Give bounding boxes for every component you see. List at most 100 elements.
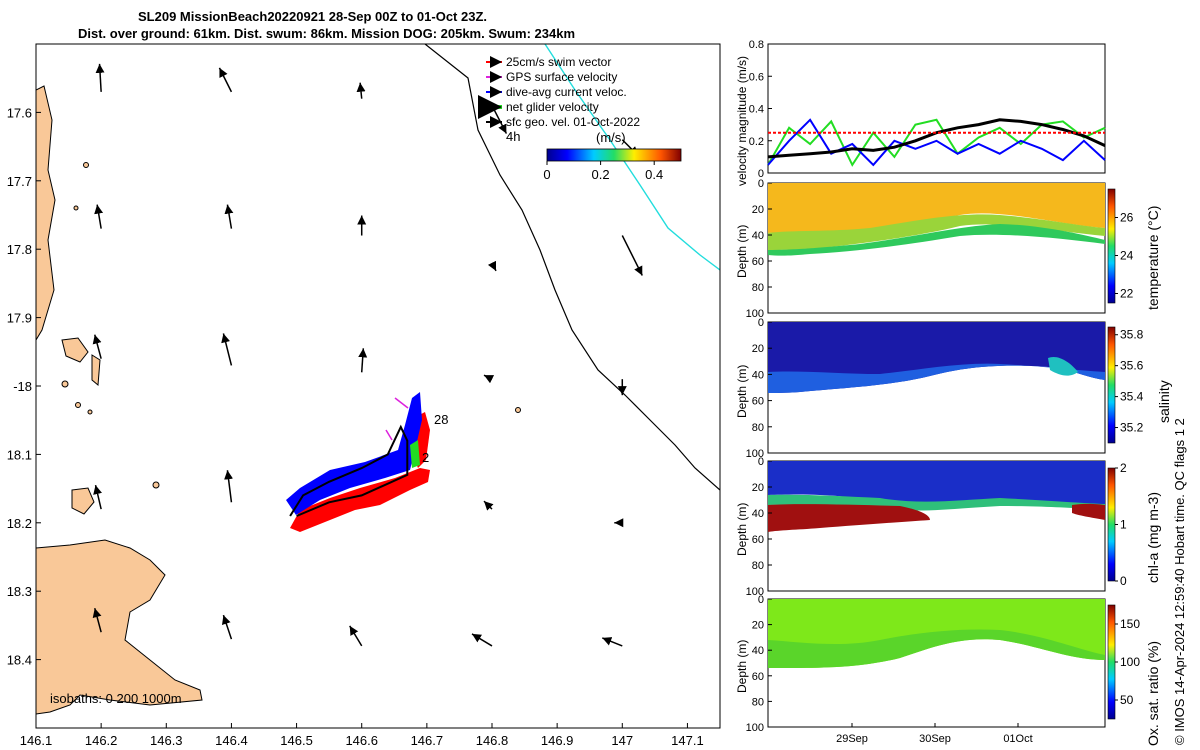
map-colorbar-ticks: 0 0.2 0.4: [543, 161, 663, 182]
island-1: [61, 337, 89, 363]
depth-tick-label: 20: [752, 204, 764, 216]
salinity-colorbar: [1107, 326, 1116, 444]
islet: [87, 409, 93, 415]
current-vector-arrow: [491, 105, 508, 134]
current-vector-arrow: [349, 625, 363, 647]
oxygen-colorbar: [1107, 604, 1116, 720]
isobath-line-1000m: [544, 44, 720, 271]
temperature-field-cool: [768, 224, 1105, 256]
current-vector-arrow: [218, 67, 233, 93]
chla-ylabel: Depth (m): [735, 502, 749, 556]
salinity-cbar-label: salinity: [1156, 380, 1172, 423]
current-vector-arrow: [483, 500, 494, 511]
colorbar-tick-label: 35.4: [1120, 390, 1144, 404]
temperature-panel: [767, 182, 1116, 314]
colorbar-unit: (m/s): [596, 130, 626, 145]
colorbar-tick-label: 2: [1120, 461, 1127, 475]
chla-field-max-right: [1072, 503, 1105, 520]
time-x-tick-label: 29Sep: [836, 733, 868, 745]
chla-cbar-label: chl-a (mg m-3): [1145, 491, 1161, 583]
credit-text: © IMOS 14-Apr-2024 12:59:40 Hobart time.…: [1172, 418, 1187, 745]
depth-tick-label: 60: [752, 534, 764, 546]
glider-swath: [286, 392, 430, 532]
current-vector-arrow: [221, 333, 233, 366]
depth-tick-label: 80: [752, 696, 764, 708]
depth-tick-label: 60: [752, 396, 764, 408]
chla-panel: [767, 460, 1116, 592]
depth-tick-label: 80: [752, 282, 764, 294]
velocity-ylabel: velocity magnitude (m/s): [735, 55, 749, 186]
depth-tick-label: 0: [758, 456, 764, 468]
colorbar-tick-label: 24: [1120, 249, 1134, 263]
colorbar-tick-label: 100: [1120, 655, 1140, 669]
island-3: [91, 354, 101, 387]
velocity-y-tick-label: 0.8: [749, 39, 764, 51]
colorbar-tick-label: 0: [543, 167, 550, 182]
current-vector-arrow: [483, 374, 495, 384]
velocity-series-line: [767, 118, 1106, 167]
colorbar-tick-label: 0.2: [592, 167, 610, 182]
velocity-series: [767, 118, 1106, 167]
map-current-vectors: [92, 63, 643, 647]
temperature-field-warm: [768, 183, 1105, 233]
current-vector-arrow: [224, 204, 234, 229]
annotation-2: 2: [422, 450, 429, 465]
map-x-tick-label: 146.8: [476, 733, 509, 748]
depth-tick-label: 0: [758, 317, 764, 329]
depth-tick-label: 60: [752, 671, 764, 683]
chla-field-max: [768, 504, 930, 532]
oxygen-ylabel: Depth (m): [735, 639, 749, 693]
current-vector-arrow: [602, 637, 623, 647]
map-x-tick-label: 146.7: [411, 733, 444, 748]
current-vector-arrow: [487, 260, 497, 272]
velocity-y-ticks: 0 0.2 0.4 0.6 0.8: [749, 39, 772, 180]
profile-panels: 0204060801000204060801000204060801000204…: [746, 178, 1144, 745]
map-axes-frame: [35, 43, 721, 729]
colorbar-tick-label: 35.6: [1120, 359, 1144, 373]
colorbar-tick-label: 50: [1120, 693, 1134, 707]
map-x-tick-label: 146.3: [150, 733, 183, 748]
isobaths-label: isobaths: 0 200 1000m: [50, 691, 182, 706]
colorbar-tick-label: 150: [1120, 617, 1140, 631]
current-vector-arrow: [471, 633, 493, 647]
chla-field-mid: [768, 494, 1105, 511]
profile-axis-ticks: 0204060801000204060801000204060801000204…: [746, 178, 772, 734]
oxygen-cbar-label: Ox. sat. ratio (%): [1145, 640, 1161, 746]
blue-dive-avg-current: [286, 392, 422, 515]
map-x-ticks: 146.1 146.2 146.3 146.4 146.5 146.6 146.7 146.8…: [20, 723, 704, 748]
colorbar-tick-label: 26: [1120, 211, 1134, 225]
colorbar-tick-label: 35.2: [1120, 421, 1144, 435]
depth-tick-label: 80: [752, 560, 764, 572]
depth-tick-label: 100: [746, 722, 764, 734]
current-vector-arrow: [358, 348, 368, 373]
oxygen-panel: [767, 598, 1116, 728]
profile-x-ticks: 29Sep 30Sep 01Oct: [836, 723, 1033, 745]
salinity-field-mid: [768, 363, 1105, 393]
velocity-y-tick-label: 0.2: [749, 136, 764, 148]
islet: [73, 205, 79, 211]
islet: [515, 407, 521, 413]
depth-tick-label: 100: [746, 308, 764, 320]
depth-tick-label: 40: [752, 369, 764, 381]
depth-tick-label: 60: [752, 256, 764, 268]
map-y-tick-label: 17.9: [7, 311, 32, 326]
current-vector-arrow: [92, 334, 102, 359]
map-x-tick-label: 146.2: [85, 733, 118, 748]
legend-label: net glider velocity: [506, 100, 599, 114]
temperature-colorbar: [1107, 188, 1116, 304]
map-panel: 146.1 146.2 146.3 146.4 146.5 146.6 146.7 146.8…: [7, 43, 721, 748]
current-vector-arrow: [222, 614, 233, 640]
velocity-panel: 0 0.2 0.4 0.6 0.8: [749, 39, 1106, 180]
coastline-north: [36, 85, 56, 341]
map-x-tick-label: 146.1: [20, 733, 53, 748]
isobath-line: [424, 44, 720, 491]
temperature-ylabel: Depth (m): [735, 224, 749, 278]
depth-tick-label: 40: [752, 230, 764, 242]
depth-tick-label: 40: [752, 645, 764, 657]
velocity-y-tick-label: 0: [758, 168, 764, 180]
current-vector-arrow: [224, 470, 234, 503]
current-vector-arrow: [92, 608, 102, 633]
velocity-series-line: [767, 118, 1106, 167]
